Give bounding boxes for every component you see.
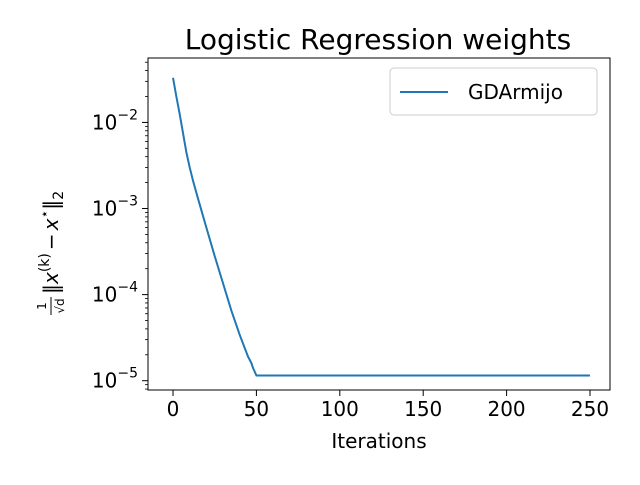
x-tick-label: 250 (571, 397, 609, 421)
series-line-gdarmijo (172, 77, 590, 377)
chart-title: Logistic Regression weights (185, 23, 571, 56)
y-label-minus: − (39, 233, 63, 250)
y-tick-label: 10−5 (92, 366, 138, 393)
y-tick-label: 10−2 (92, 107, 138, 134)
x-tick-label: 50 (244, 397, 269, 421)
y-axis-ticks: 10−5 10−4 10−3 10−2 (92, 61, 148, 393)
y-label-star: ⋆ (37, 210, 53, 219)
plot-area-frame (147, 57, 611, 391)
y-label-subscript: 2 (51, 191, 67, 200)
x-axis-ticks: 0 50 100 150 200 250 (167, 390, 609, 421)
y-label-norm-open: ‖ (39, 284, 63, 294)
series-layer (172, 77, 590, 377)
y-label-x: x (39, 272, 63, 285)
legend-box (389, 67, 598, 116)
y-label-superscript: (k) (37, 253, 53, 272)
x-tick-label: 0 (167, 397, 180, 421)
legend-label-gdarmijo: GDArmijo (468, 80, 563, 104)
y-label-norm-close: ‖ (39, 200, 63, 210)
x-axis-label: Iterations (331, 429, 426, 453)
legend: GDArmijo (389, 67, 598, 116)
y-label-frac-denominator: √d (53, 298, 67, 313)
y-label-frac-numerator: 1 (35, 302, 49, 310)
y-tick-label: 10−3 (92, 194, 138, 221)
x-tick-label: 200 (487, 397, 525, 421)
x-tick-label: 100 (321, 397, 359, 421)
x-tick-label: 150 (404, 397, 442, 421)
svg-text:‖x(k)−x⋆‖2: ‖x(k)−x⋆‖2 (37, 191, 67, 294)
y-tick-label: 10−4 (92, 280, 138, 307)
y-label-xstar: x (39, 218, 63, 231)
y-axis-label: 1 √d ‖x(k)−x⋆‖2 (35, 191, 67, 315)
